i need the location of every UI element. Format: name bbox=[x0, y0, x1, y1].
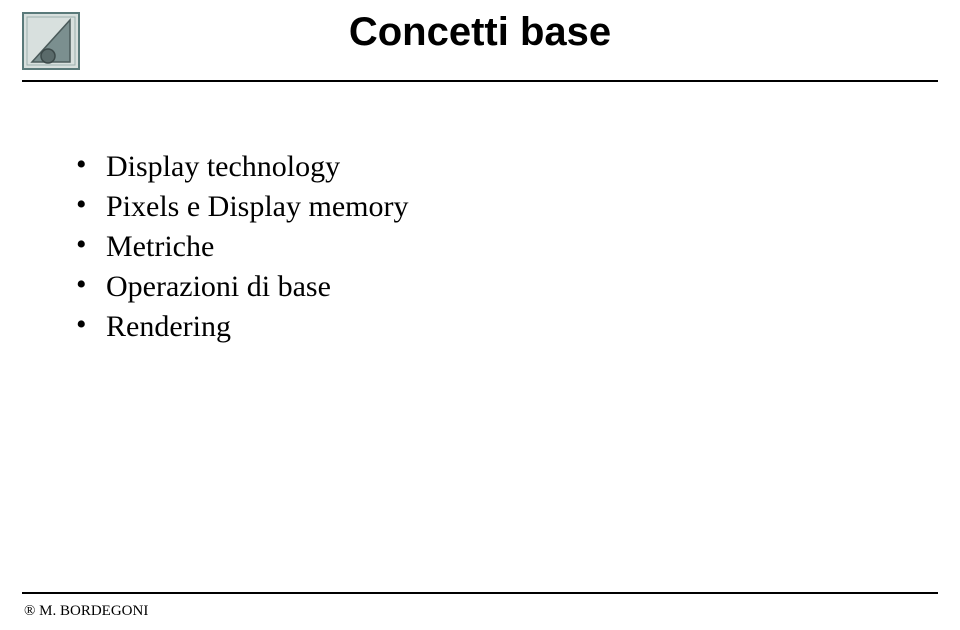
divider-bottom bbox=[22, 592, 938, 594]
slide-content: Display technology Pixels e Display memo… bbox=[76, 150, 900, 350]
bullet-item: Rendering bbox=[76, 310, 900, 344]
bullet-item: Pixels e Display memory bbox=[76, 190, 900, 224]
bullet-item: Display technology bbox=[76, 150, 900, 184]
bullet-item: Metriche bbox=[76, 230, 900, 264]
bullet-list: Display technology Pixels e Display memo… bbox=[76, 150, 900, 344]
slide-footer: ® M. BORDEGONI bbox=[24, 603, 148, 620]
slide-title: Concetti base bbox=[0, 10, 960, 55]
divider-top bbox=[22, 80, 938, 82]
slide: Concetti base Display technology Pixels … bbox=[0, 0, 960, 630]
bullet-item: Operazioni di base bbox=[76, 270, 900, 304]
